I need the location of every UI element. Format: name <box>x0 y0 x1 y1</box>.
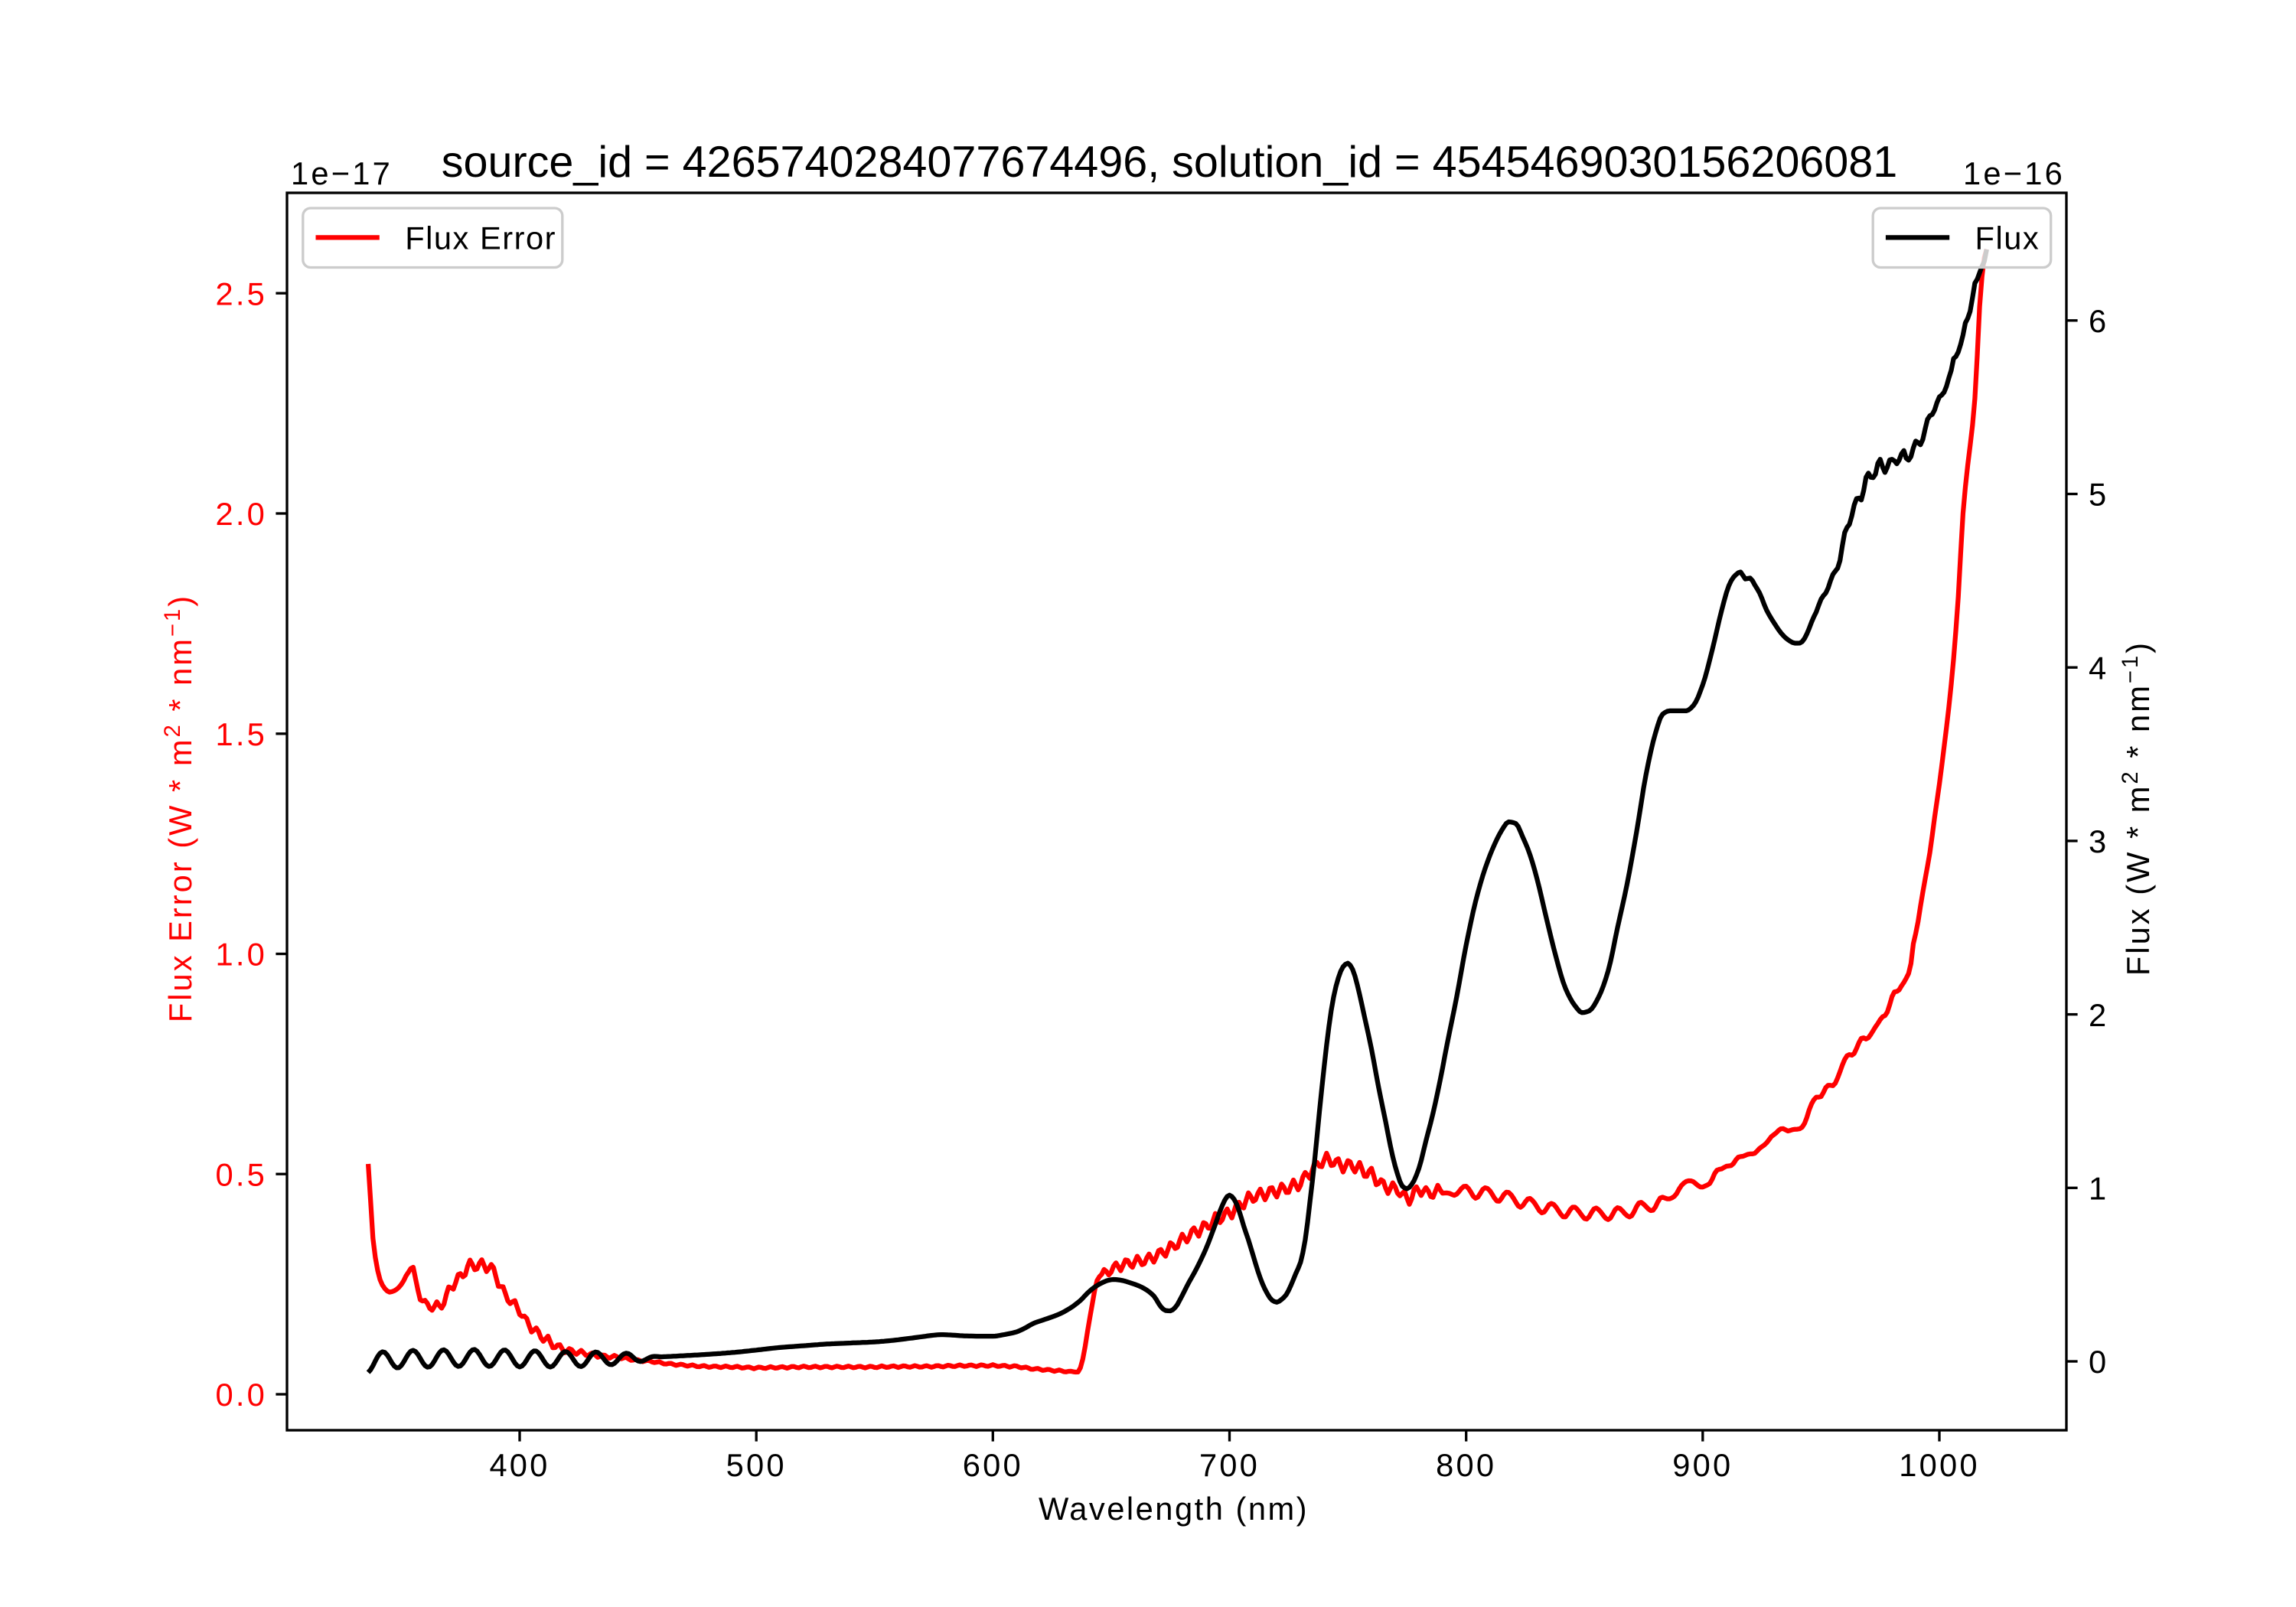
svg-text:1: 1 <box>2089 1171 2106 1207</box>
svg-text:0.5: 0.5 <box>215 1157 267 1193</box>
svg-text:Flux: Flux <box>1975 220 2040 256</box>
svg-text:600: 600 <box>963 1447 1023 1483</box>
svg-text:1e−17: 1e−17 <box>291 155 393 191</box>
svg-text:800: 800 <box>1436 1447 1496 1483</box>
svg-text:0: 0 <box>2089 1344 2106 1380</box>
svg-text:2.0: 2.0 <box>215 496 267 532</box>
svg-text:5: 5 <box>2089 477 2106 513</box>
svg-text:4: 4 <box>2089 650 2106 686</box>
svg-text:1e−16: 1e−16 <box>1963 155 2065 191</box>
svg-text:400: 400 <box>489 1447 550 1483</box>
svg-text:900: 900 <box>1672 1447 1733 1483</box>
svg-text:Flux (W * m2 * nm−1): Flux (W * m2 * nm−1) <box>2118 641 2156 976</box>
svg-text:700: 700 <box>1199 1447 1260 1483</box>
svg-text:500: 500 <box>726 1447 787 1483</box>
svg-text:Flux Error: Flux Error <box>405 220 556 256</box>
svg-text:0.0: 0.0 <box>215 1377 267 1413</box>
svg-text:2.5: 2.5 <box>215 275 267 311</box>
svg-text:1.0: 1.0 <box>215 937 267 973</box>
svg-text:3: 3 <box>2089 823 2106 859</box>
svg-text:Wavelength (nm): Wavelength (nm) <box>1039 1491 1309 1527</box>
svg-text:1000: 1000 <box>1899 1447 1979 1483</box>
svg-text:source_id = 426574028407767449: source_id = 4265740284077674496, solutio… <box>442 138 1897 187</box>
svg-text:2: 2 <box>2089 997 2106 1033</box>
svg-text:Flux Error (W * m2 * nm−1): Flux Error (W * m2 * nm−1) <box>161 594 198 1022</box>
svg-text:6: 6 <box>2089 303 2106 339</box>
svg-text:1.5: 1.5 <box>215 716 267 752</box>
